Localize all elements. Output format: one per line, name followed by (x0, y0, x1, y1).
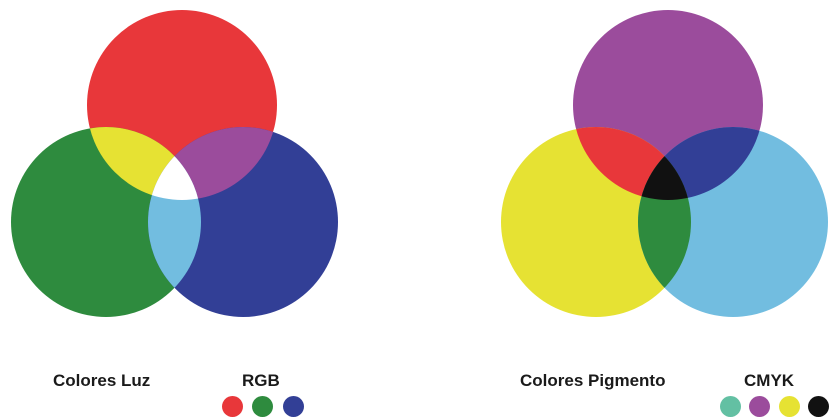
rgb-swatch-red (222, 396, 243, 417)
rgb-venn-diagram (11, 10, 338, 317)
rgb-swatch-blue (283, 396, 304, 417)
cmyk-blue-overlap (638, 127, 763, 200)
rgb-swatch-green (252, 396, 273, 417)
cmyk-red-overlap (573, 127, 691, 200)
cmyk-venn-diagram (501, 10, 828, 317)
cmyk-swatch-yellow (779, 396, 800, 417)
cmyk-swatch-magenta (749, 396, 770, 417)
rgb-magenta-overlap (148, 127, 277, 200)
rgb-yellow-overlap (87, 127, 201, 200)
cmyk-swatch-cyan (720, 396, 741, 417)
cmyk-caption-label: Colores Pigmento (520, 371, 666, 390)
cmyk-swatch-black (808, 396, 829, 417)
rgb-model-label: RGB (242, 371, 280, 390)
rgb-caption-label: Colores Luz (53, 371, 151, 390)
cmyk-model-label: CMYK (744, 371, 795, 390)
